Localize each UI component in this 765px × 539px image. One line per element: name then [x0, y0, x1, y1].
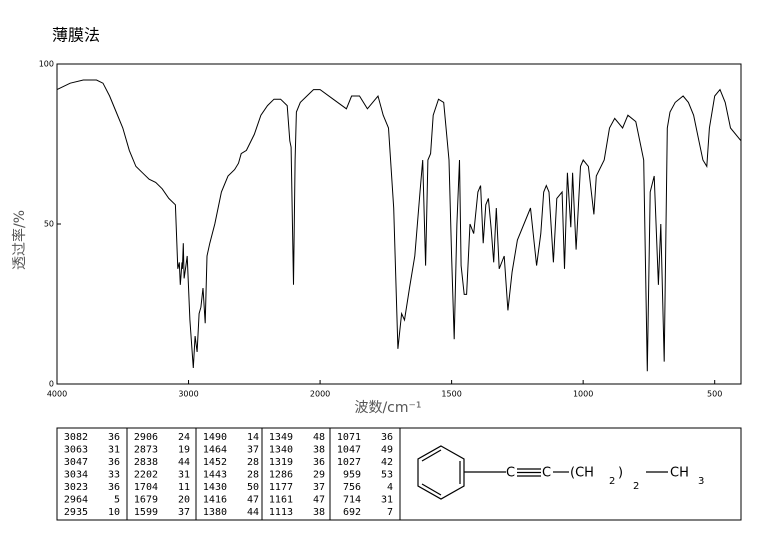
- peak-wavenumber: 1340: [269, 445, 293, 456]
- peak-wavenumber: 2873: [134, 445, 158, 456]
- structure-group: CH: [670, 466, 689, 481]
- peak-wavenumber: 3082: [64, 432, 88, 443]
- peak-transmittance: 44: [178, 457, 190, 468]
- y-tick-label: 100: [39, 60, 54, 69]
- peak-transmittance: 49: [381, 445, 393, 456]
- peak-wavenumber: 959: [343, 470, 361, 481]
- peak-wavenumber: 2202: [134, 470, 158, 481]
- peak-transmittance: 38: [313, 445, 325, 456]
- chart-title: 薄膜法: [52, 26, 100, 45]
- peak-transmittance: 33: [108, 470, 120, 481]
- peak-wavenumber: 714: [343, 495, 361, 506]
- peak-wavenumber: 1443: [203, 470, 227, 481]
- peak-wavenumber: 2964: [64, 495, 88, 506]
- peak-transmittance: 14: [247, 432, 259, 443]
- peak-transmittance: 36: [108, 482, 120, 493]
- peak-transmittance: 31: [381, 495, 393, 506]
- x-axis-label: 波数/cm⁻¹: [354, 400, 421, 416]
- peak-wavenumber: 1161: [269, 495, 293, 506]
- peak-wavenumber: 1380: [203, 507, 227, 518]
- structure-subscript: 3: [698, 476, 704, 487]
- x-tick-label: 500: [707, 390, 722, 399]
- peak-wavenumber: 1071: [337, 432, 361, 443]
- x-tick-label: 2000: [310, 390, 330, 399]
- x-tick-label: 3000: [178, 390, 198, 399]
- peak-transmittance: 19: [178, 445, 190, 456]
- y-tick-label: 0: [49, 380, 54, 389]
- peak-transmittance: 36: [381, 432, 393, 443]
- peak-transmittance: 53: [381, 470, 393, 481]
- x-tick-label: 4000: [47, 390, 67, 399]
- peak-wavenumber: 1027: [337, 457, 361, 468]
- peak-transmittance: 44: [247, 507, 259, 518]
- peak-transmittance: 31: [108, 445, 120, 456]
- structure-atom: C: [506, 466, 515, 481]
- x-tick-label: 1500: [441, 390, 461, 399]
- peak-transmittance: 47: [247, 495, 259, 506]
- peak-transmittance: 36: [313, 457, 325, 468]
- table-dividers: [126, 428, 401, 520]
- benzene-ring: [417, 445, 668, 500]
- peak-wavenumber: 1704: [134, 482, 158, 493]
- x-tick-label: 1000: [573, 390, 593, 399]
- peak-transmittance: 4: [387, 482, 393, 493]
- peak-wavenumber: 1177: [269, 482, 293, 493]
- peak-wavenumber: 1430: [203, 482, 227, 493]
- peak-wavenumber: 2906: [134, 432, 158, 443]
- peak-wavenumber: 1464: [203, 445, 227, 456]
- peak-wavenumber: 1113: [269, 507, 293, 518]
- peak-transmittance: 36: [108, 457, 120, 468]
- peak-transmittance: 10: [108, 507, 120, 518]
- peak-transmittance: 28: [247, 470, 259, 481]
- peak-wavenumber: 3034: [64, 470, 88, 481]
- peak-transmittance: 29: [313, 470, 325, 481]
- peak-transmittance: 38: [313, 507, 325, 518]
- peak-transmittance: 37: [247, 445, 259, 456]
- peak-wavenumber: 1319: [269, 457, 293, 468]
- peak-transmittance: 7: [387, 507, 393, 518]
- peak-wavenumber: 756: [343, 482, 361, 493]
- peak-wavenumber: 1599: [134, 507, 158, 518]
- peak-wavenumber: 1452: [203, 457, 227, 468]
- peak-transmittance: 36: [108, 432, 120, 443]
- peak-wavenumber: 1286: [269, 470, 293, 481]
- peak-wavenumber: 1047: [337, 445, 361, 456]
- y-tick-label: 50: [44, 220, 54, 229]
- peak-transmittance: 48: [313, 432, 325, 443]
- peak-wavenumber: 1490: [203, 432, 227, 443]
- peak-wavenumber: 3063: [64, 445, 88, 456]
- peak-wavenumber: 3047: [64, 457, 88, 468]
- peak-transmittance: 5: [114, 495, 120, 506]
- structure-subscript: 2: [609, 476, 615, 487]
- spectrum-line: [56, 79, 742, 372]
- peak-transmittance: 20: [178, 495, 190, 506]
- structure-subscript: 2: [633, 481, 639, 492]
- peak-transmittance: 31: [178, 470, 190, 481]
- y-axis-label: 透过率/%: [11, 210, 28, 270]
- peak-transmittance: 11: [178, 482, 190, 493]
- peak-transmittance: 37: [178, 507, 190, 518]
- peak-wavenumber: 3023: [64, 482, 88, 493]
- peak-wavenumber: 692: [343, 507, 361, 518]
- peak-wavenumber: 1349: [269, 432, 293, 443]
- peak-transmittance: 50: [247, 482, 259, 493]
- peak-transmittance: 28: [247, 457, 259, 468]
- peak-transmittance: 24: [178, 432, 190, 443]
- peak-wavenumber: 1679: [134, 495, 158, 506]
- peak-transmittance: 42: [381, 457, 393, 468]
- peak-wavenumber: 2935: [64, 507, 88, 518]
- peak-transmittance: 37: [313, 482, 325, 493]
- peak-table-frame: [56, 427, 742, 521]
- peak-transmittance: 47: [313, 495, 325, 506]
- peak-wavenumber: 1416: [203, 495, 227, 506]
- peak-wavenumber: 2838: [134, 457, 158, 468]
- structure-group: ): [618, 466, 623, 481]
- structure-atom: C: [542, 466, 551, 481]
- structure-group: (CH: [570, 466, 594, 481]
